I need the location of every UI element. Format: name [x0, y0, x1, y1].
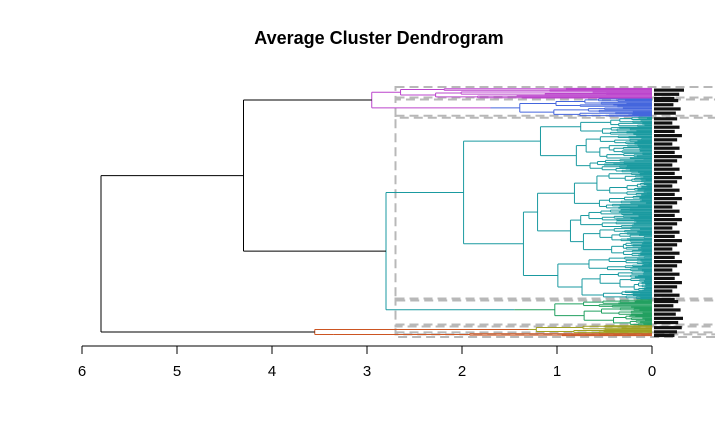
leaf-label	[654, 326, 682, 330]
leaf-label	[654, 264, 678, 268]
leaf-label	[654, 209, 680, 213]
leaf-labels	[654, 88, 684, 338]
leaf-label	[654, 155, 682, 159]
x-tick-label: 5	[173, 363, 181, 380]
leaf-label	[654, 129, 675, 134]
leaf-label	[654, 320, 679, 325]
leaf-label	[654, 150, 675, 155]
x-tick-label: 2	[458, 363, 466, 380]
leaf-label	[654, 142, 673, 146]
leaf-label	[654, 96, 675, 101]
leaf-label	[654, 255, 675, 260]
leaf-label	[654, 188, 680, 192]
leaf-label	[654, 316, 683, 320]
leaf-label	[654, 180, 678, 184]
leaf-label	[654, 226, 673, 230]
leaf-label	[654, 260, 682, 264]
leaf-label	[654, 125, 680, 129]
x-tick-label: 3	[363, 363, 371, 380]
leaf-label	[654, 289, 673, 293]
leaf-label	[654, 88, 684, 92]
leaf-label	[654, 205, 673, 209]
leaf-label	[654, 134, 682, 138]
leaf-label	[654, 117, 678, 121]
leaf-label	[654, 107, 681, 111]
leaf-label	[654, 176, 682, 180]
dendrogram-tree	[100, 87, 652, 337]
leaf-label	[654, 239, 682, 243]
leaf-label	[654, 297, 675, 302]
cluster-cut-box	[394, 297, 715, 328]
leaf-label	[654, 304, 674, 308]
leaf-label	[654, 234, 675, 239]
x-tick-label: 6	[78, 363, 86, 380]
leaf-label	[654, 201, 678, 205]
leaf-label	[654, 230, 680, 234]
leaf-label	[654, 312, 676, 316]
leaf-label	[654, 121, 673, 125]
leaf-label	[654, 167, 680, 171]
x-tick-label: 1	[553, 363, 561, 380]
leaf-label	[654, 285, 678, 289]
leaf-label	[654, 192, 675, 197]
leaf-label	[654, 293, 680, 297]
x-tick-label: 0	[648, 363, 656, 380]
x-tick-label: 4	[268, 363, 276, 380]
leaf-label	[654, 103, 674, 107]
leaf-label	[654, 333, 675, 338]
leaf-label	[654, 213, 675, 218]
leaf-label	[654, 243, 678, 247]
leaf-label	[654, 111, 676, 115]
leaf-label	[654, 247, 673, 251]
leaf-label	[654, 171, 675, 176]
leaf-label	[654, 276, 675, 281]
leaf-label	[654, 281, 682, 285]
chart-title: Average Cluster Dendrogram	[254, 28, 504, 48]
leaf-label	[654, 222, 678, 226]
leaf-label	[654, 184, 673, 188]
leaf-label	[654, 308, 681, 312]
leaf-label	[654, 251, 680, 255]
cluster-cut-box	[394, 331, 715, 338]
cluster-cut-box	[394, 86, 715, 101]
leaf-label	[654, 218, 682, 222]
leaf-label	[654, 159, 678, 163]
leaf-label	[654, 92, 680, 96]
leaf-label	[654, 268, 673, 272]
leaf-label	[654, 197, 682, 201]
cluster-cut-box	[394, 114, 715, 302]
leaf-label	[654, 330, 677, 334]
leaf-label	[654, 98, 679, 103]
leaf-label	[654, 299, 679, 304]
leaf-label	[654, 272, 680, 276]
leaf-label	[654, 146, 680, 150]
leaf-label	[654, 163, 673, 167]
leaf-label	[654, 138, 678, 142]
x-axis: 6 5 4 3 2 1 0	[78, 345, 656, 380]
